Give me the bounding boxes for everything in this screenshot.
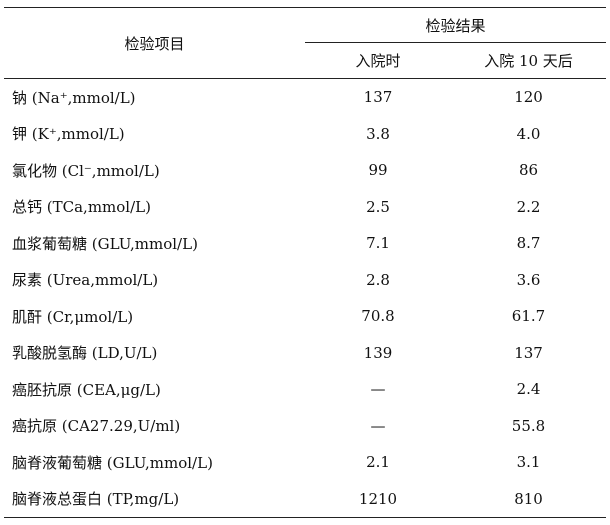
value-cell: —	[370, 416, 386, 435]
item-cell: 肌酐 (Cr,μmol/L)	[12, 307, 134, 326]
table-row: 氯化物 (Cl⁻,mmol/L) 99 86	[4, 152, 606, 189]
value-cell: 2.5	[366, 197, 390, 216]
item-cell: 总钙 (TCa,mmol/L)	[12, 198, 151, 217]
item-header: 检验项目	[4, 7, 305, 79]
table-row: 钾 (K⁺,mmol/L) 3.8 4.0	[4, 116, 606, 153]
value-cell: —	[370, 380, 386, 399]
value-cell: 139	[363, 343, 393, 362]
item-cell: 尿素 (Urea,mmol/L)	[12, 271, 159, 290]
item-cell: 癌胚抗原 (CEA,μg/L)	[12, 380, 161, 399]
value-cell: 8.7	[516, 234, 541, 253]
table-row: 乳酸脱氢酶 (LD,U/L) 139 137	[4, 335, 606, 372]
result-header: 检验结果	[425, 16, 486, 35]
value-cell: 137	[514, 343, 543, 362]
item-cell: 氯化物 (Cl⁻,mmol/L)	[12, 161, 160, 180]
value-cell: 2.8	[366, 270, 390, 289]
value-cell: 2.4	[516, 380, 541, 399]
value-cell: 86	[518, 161, 539, 180]
table-row: 钠 (Na⁺,mmol/L) 137 120	[4, 79, 606, 116]
value-cell: 3.8	[366, 124, 390, 143]
table-row: 血浆葡萄糖 (GLU,mmol/L) 7.1 8.7	[4, 225, 606, 262]
item-cell: 癌抗原 (CA27.29,U/ml)	[12, 417, 181, 436]
table-row: 癌抗原 (CA27.29,U/ml) — 55.8	[4, 408, 606, 445]
value-cell: 55.8	[511, 416, 546, 435]
item-cell: 脑脊液葡萄糖 (GLU,mmol/L)	[12, 453, 213, 472]
table-body: 钠 (Na⁺,mmol/L) 137 120 钾 (K⁺,mmol/L) 3.8 4.0 氯…	[4, 79, 607, 518]
value-cell: 2.1	[366, 453, 390, 472]
item-cell: 血浆葡萄糖 (GLU,mmol/L)	[12, 234, 198, 253]
table-row: 肌酐 (Cr,μmol/L) 70.8 61.7	[4, 298, 606, 335]
item-cell: 钠 (Na⁺,mmol/L)	[12, 88, 136, 107]
value-cell: 70.8	[361, 307, 395, 326]
table-header: 检验项目 检验结果 入院时 入院 10 天后	[4, 7, 607, 79]
value-cell: 4.0	[516, 124, 541, 143]
item-cell: 脑脊液总蛋白 (TP,mg/L)	[4, 480, 305, 518]
value-cell: 3.1	[516, 453, 541, 472]
item-cell: 钾 (K⁺,mmol/L)	[12, 125, 125, 144]
value-cell: 7.1	[366, 234, 390, 253]
value-cell: 3.6	[516, 270, 541, 289]
table-row: 癌胚抗原 (CEA,μg/L) — 2.4	[4, 371, 606, 408]
value-cell: 120	[514, 88, 543, 107]
item-cell: 乳酸脱氢酶 (LD,U/L)	[12, 344, 158, 363]
value-cell: 2.2	[516, 197, 541, 216]
value-cell: 137	[363, 88, 393, 107]
column-header: 入院 10 天后	[451, 42, 607, 79]
table-row: 尿素 (Urea,mmol/L) 2.8 3.6	[4, 262, 606, 299]
value-cell: 61.7	[511, 307, 546, 326]
value-cell: 810	[451, 480, 607, 518]
value-cell: 1210	[305, 480, 451, 518]
column-header: 入院时	[305, 42, 451, 79]
table-row: 脑脊液葡萄糖 (GLU,mmol/L) 2.1 3.1	[4, 444, 606, 481]
table-row: 脑脊液总蛋白 (TP,mg/L) 1210 810	[4, 480, 607, 518]
lab-table: 检验项目 检验结果 入院时 入院 10 天后 钠 (Na⁺,mmol/L) 137…	[4, 7, 607, 518]
value-cell: 99	[368, 161, 388, 180]
table-row: 总钙 (TCa,mmol/L) 2.5 2.2	[4, 189, 606, 226]
